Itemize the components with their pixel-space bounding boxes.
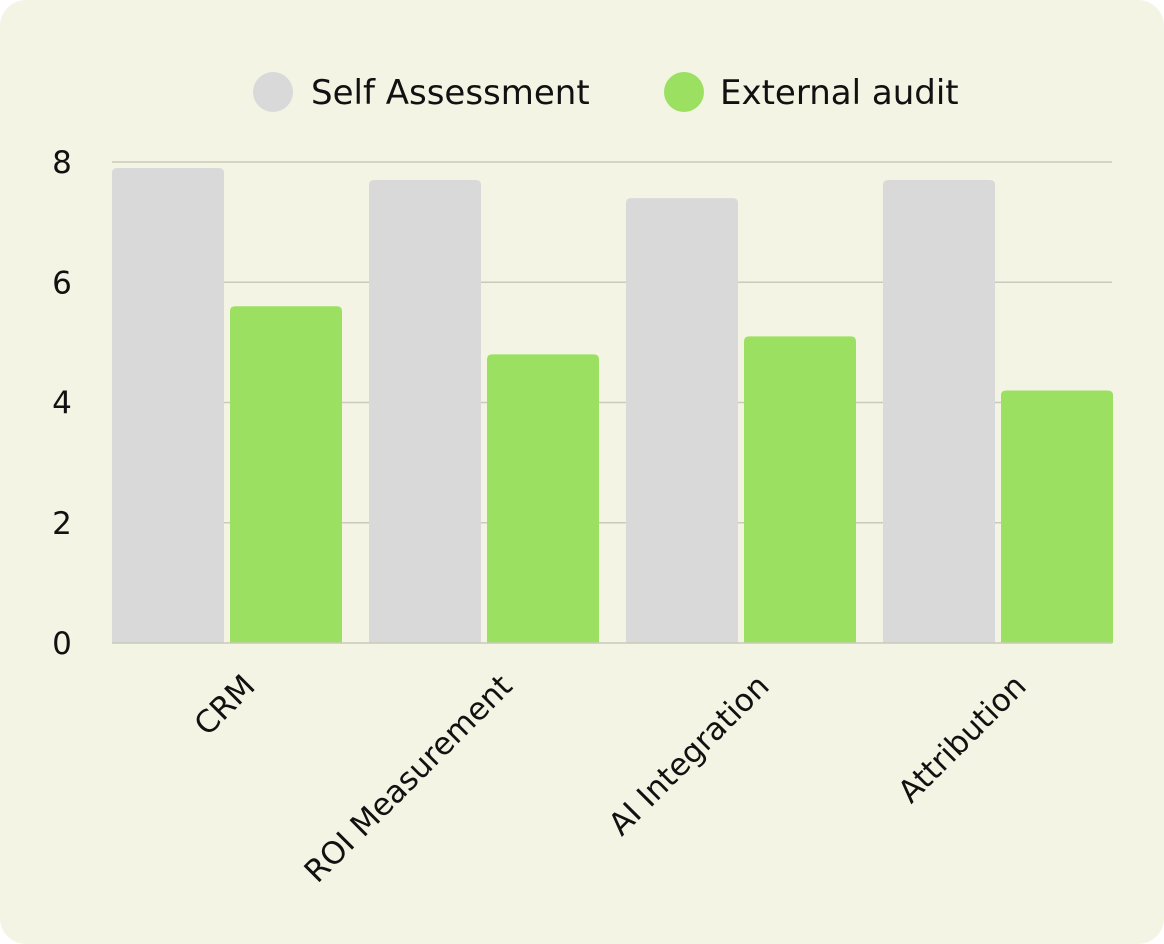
bar-external-audit-ai-integration [744, 336, 856, 643]
y-tick-label: 8 [52, 145, 72, 181]
bar-external-audit-crm [230, 306, 342, 643]
x-tick-label: AI Integration [602, 668, 777, 843]
x-tick-label: Attribution [891, 668, 1033, 810]
bars [112, 168, 1113, 643]
bar-self-assessment-ai-integration [626, 198, 738, 643]
y-tick-label: 0 [52, 626, 72, 662]
bar-self-assessment-attribution [883, 180, 995, 643]
legend-label: Self Assessment [311, 73, 590, 113]
y-tick-label: 6 [52, 265, 72, 301]
x-tick-label: CRM [188, 668, 263, 743]
bar-external-audit-attribution [1001, 390, 1113, 643]
bar-external-audit-roi-measurement [487, 354, 599, 643]
bar-self-assessment-roi-measurement [369, 180, 481, 643]
legend-swatch [664, 72, 704, 112]
x-axis-ticks: CRM ROI Measurement AI Integration Attribut… [188, 668, 1034, 890]
y-tick-label: 4 [52, 386, 72, 422]
bar-self-assessment-crm [112, 168, 224, 643]
y-tick-label: 2 [52, 506, 72, 542]
y-axis-ticks: 0 2 4 6 8 [52, 145, 72, 662]
x-tick-label: ROI Measurement [298, 668, 520, 890]
legend: Self Assessment External audit [253, 72, 959, 113]
legend-label: External audit [720, 73, 959, 113]
legend-swatch [253, 72, 293, 112]
